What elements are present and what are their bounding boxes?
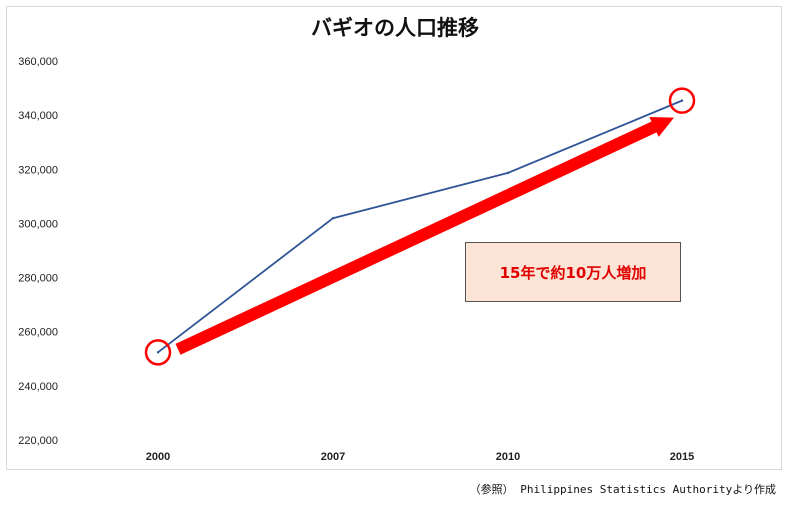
data-point — [331, 217, 335, 220]
y-tick-label: 360,000 — [18, 56, 58, 68]
highlight-circle — [668, 87, 696, 114]
highlight-circle — [144, 339, 172, 366]
y-tick-label: 260,000 — [18, 327, 58, 339]
series-line — [157, 99, 683, 354]
data-point — [506, 171, 510, 175]
source-note: （参照） Philippines Statistics Authorityより作… — [469, 483, 776, 496]
annotation-callout: 15年で約10万人増加 — [465, 242, 681, 302]
x-tick-label: 2010 — [496, 451, 520, 463]
y-tick-label: 240,000 — [18, 381, 58, 393]
chart-frame — [6, 6, 782, 470]
data-point — [156, 351, 160, 354]
y-tick-label: 300,000 — [18, 218, 58, 230]
chart-title: バギオの人口推移 — [311, 16, 479, 40]
y-tick-label: 340,000 — [18, 110, 58, 122]
y-tick-label: 220,000 — [18, 435, 58, 447]
x-tick-label: 2007 — [321, 451, 345, 463]
y-tick-label: 280,000 — [18, 273, 58, 285]
trend-arrow — [175, 117, 674, 355]
x-tick-label: 2015 — [670, 451, 694, 463]
x-tick-label: 2000 — [146, 451, 170, 463]
data-point — [680, 99, 684, 102]
y-tick-label: 320,000 — [18, 164, 58, 176]
